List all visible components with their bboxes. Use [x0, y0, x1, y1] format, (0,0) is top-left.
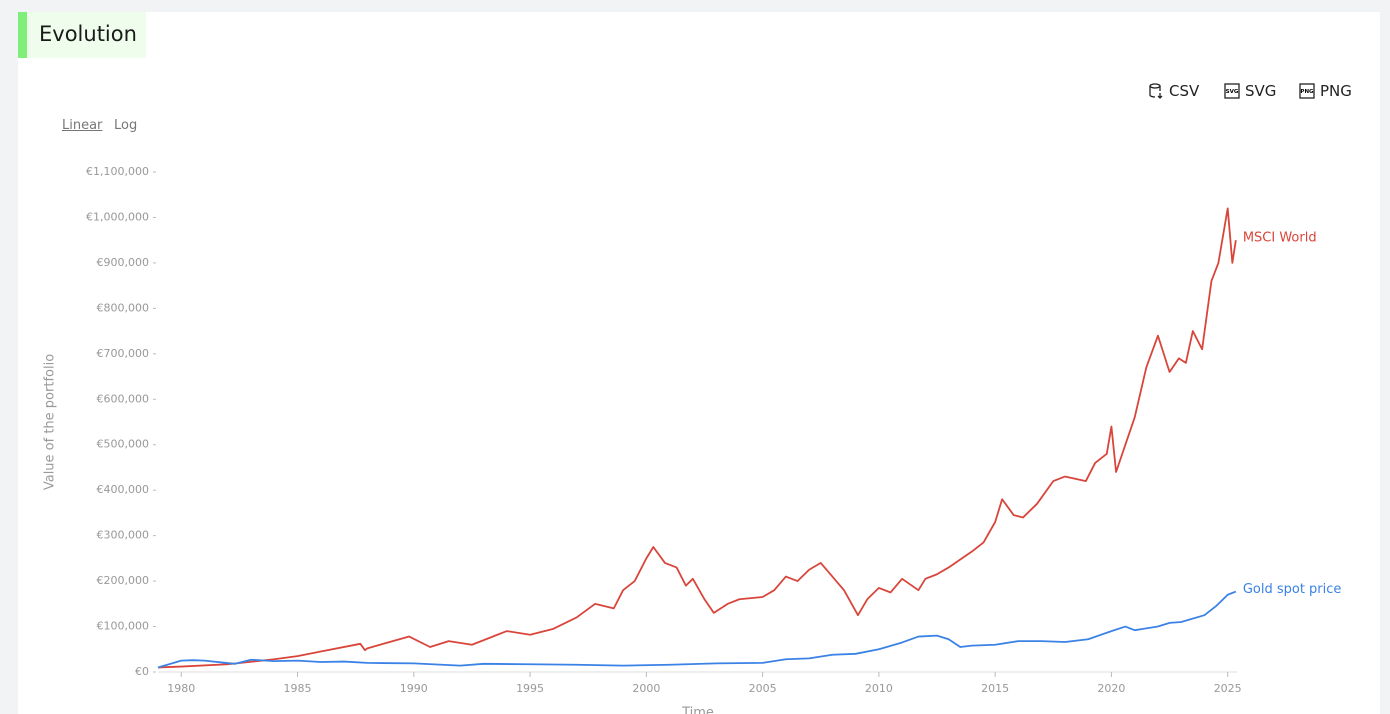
svg-text:PNG: PNG	[1300, 89, 1314, 95]
y-tick-label: €100,000	[97, 620, 150, 633]
svg-icon: SVG	[1224, 83, 1240, 99]
x-tick-label: 2005	[749, 682, 777, 695]
export-label: SVG	[1245, 82, 1277, 100]
x-tick-label: 2000	[632, 682, 660, 695]
export-png[interactable]: PNG PNG	[1299, 82, 1352, 100]
scale-toggle[interactable]: Log	[114, 118, 138, 133]
y-tick-label: €700,000	[97, 347, 150, 360]
series-label: MSCI World	[1243, 231, 1317, 246]
x-tick-label: 1990	[400, 682, 428, 695]
svg-text:SVG: SVG	[1226, 89, 1239, 95]
y-tick-label: €900,000	[97, 256, 150, 269]
x-tick-label: 1985	[284, 682, 312, 695]
csv-icon	[1149, 83, 1163, 99]
export-svg[interactable]: SVG SVG	[1224, 82, 1276, 100]
y-tick-label: €800,000	[97, 301, 150, 314]
y-tick-label: €400,000	[97, 483, 150, 496]
x-tick-label: 1980	[167, 682, 195, 695]
y-tick-label: €600,000	[97, 392, 150, 405]
series-line	[157, 590, 1237, 669]
y-tick-label: €1,000,000	[86, 210, 149, 223]
section-header: Evolution	[18, 12, 146, 58]
y-tick-label: €1,100,000	[86, 165, 149, 178]
x-tick-label: 2020	[1097, 682, 1125, 695]
chart: Value of the portfolio Time €0 €100,000 €2…	[43, 165, 1342, 714]
x-tick-label: 2015	[981, 682, 1009, 695]
series-line	[157, 207, 1237, 669]
export-label: CSV	[1169, 82, 1200, 100]
y-tick-label: €500,000	[97, 438, 150, 451]
card: Evolution CSV SVG SVG PNG PNG Linear Log…	[18, 12, 1380, 714]
x-tick-label: 1995	[516, 682, 544, 695]
y-axis-label: Value of the portfolio	[43, 354, 58, 490]
y-tick-label: €200,000	[97, 574, 150, 587]
export-csv[interactable]: CSV	[1148, 82, 1199, 100]
scale-toggle[interactable]: Linear	[62, 118, 103, 133]
x-tick-label: 2010	[865, 682, 893, 695]
y-tick-label: €300,000	[97, 529, 150, 542]
y-tick-label: €0	[135, 665, 149, 678]
export-label: PNG	[1320, 82, 1352, 100]
png-icon: PNG	[1299, 83, 1315, 99]
x-axis-label: Time	[681, 706, 714, 714]
x-tick-label: 2025	[1214, 682, 1242, 695]
section-title: Evolution	[39, 22, 137, 46]
series-label: Gold spot price	[1243, 582, 1342, 597]
